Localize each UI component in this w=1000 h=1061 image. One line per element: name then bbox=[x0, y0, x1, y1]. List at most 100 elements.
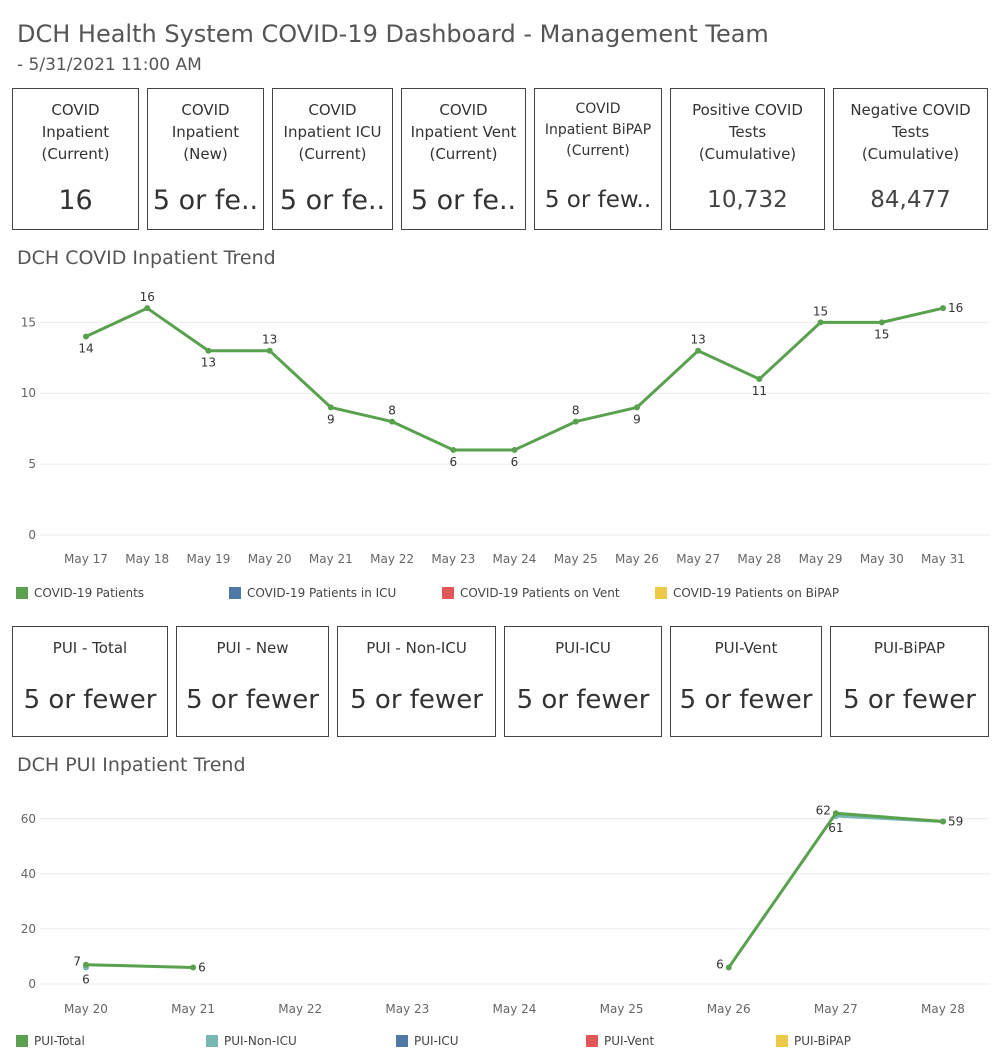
x-tick-label: May 26 bbox=[615, 552, 659, 566]
x-tick-label: May 27 bbox=[676, 552, 720, 566]
data-label: 11 bbox=[752, 384, 767, 398]
legend-item[interactable]: PUI-Total bbox=[16, 1034, 85, 1048]
kpi-value: 5 or fewer bbox=[843, 685, 976, 715]
y-tick-label: 5 bbox=[28, 457, 36, 471]
data-point bbox=[389, 418, 396, 425]
x-tick-label: May 23 bbox=[431, 552, 475, 566]
data-point bbox=[572, 418, 579, 425]
legend-label: PUI-Vent bbox=[604, 1034, 655, 1048]
legend-item[interactable]: COVID-19 Patients on BiPAP bbox=[655, 586, 839, 600]
legend-swatch bbox=[442, 587, 454, 599]
y-tick-label: 40 bbox=[21, 867, 36, 881]
kpi-pui-icu[interactable]: PUI-ICU 5 or fewer bbox=[504, 626, 662, 737]
legend-label: COVID-19 Patients on BiPAP bbox=[673, 586, 840, 600]
kpi-value: 5 or fewer bbox=[679, 685, 813, 715]
legend-item[interactable]: COVID-19 Patients bbox=[16, 586, 144, 600]
data-label: 16 bbox=[140, 290, 155, 304]
x-tick-label: May 30 bbox=[860, 552, 904, 566]
data-label: 59 bbox=[948, 815, 963, 829]
pui-trend-title: DCH PUI Inpatient Trend bbox=[17, 754, 246, 776]
legend-swatch bbox=[396, 1035, 408, 1047]
legend-label: COVID-19 Patients bbox=[34, 586, 145, 600]
x-tick-label: May 22 bbox=[370, 552, 414, 566]
data-point bbox=[878, 319, 885, 326]
data-point bbox=[511, 446, 518, 453]
x-tick-label: May 21 bbox=[171, 1002, 215, 1016]
legend-label: PUI-BiPAP bbox=[794, 1034, 851, 1048]
data-point bbox=[817, 319, 824, 326]
kpi-pui-non-icu[interactable]: PUI - Non-ICU 5 or fewer bbox=[337, 626, 496, 737]
x-tick-label: May 27 bbox=[814, 1002, 858, 1016]
kpi-value: 5 or fewer bbox=[516, 685, 650, 715]
y-tick-label: 0 bbox=[28, 528, 36, 542]
legend-item[interactable]: COVID-19 Patients on Vent bbox=[442, 586, 620, 600]
data-point bbox=[144, 305, 151, 312]
data-label: 62 bbox=[816, 803, 831, 817]
x-tick-label: May 25 bbox=[554, 552, 598, 566]
kpi-label: PUI-ICU bbox=[555, 639, 611, 657]
covid-trend-legend: COVID-19 Patients COVID-19 Patients in IC… bbox=[0, 586, 1000, 606]
kpi-label: PUI - Total bbox=[52, 639, 128, 657]
x-tick-label: May 28 bbox=[921, 1002, 965, 1016]
kpi-covid-inpatient-new[interactable]: COVID Inpatient (New) 5 or fe.. bbox=[147, 88, 264, 230]
data-point bbox=[695, 347, 702, 354]
x-tick-label: May 24 bbox=[493, 1002, 537, 1016]
kpi-pui-bipap[interactable]: PUI-BiPAP 5 or fewer bbox=[830, 626, 989, 737]
legend-swatch bbox=[655, 587, 667, 599]
y-tick-label: 60 bbox=[21, 812, 36, 826]
kpi-label: Positive COVID Tests (Cumulative) bbox=[692, 101, 803, 163]
kpi-value: 10,732 bbox=[707, 187, 788, 213]
y-tick-label: 15 bbox=[21, 315, 36, 329]
data-point bbox=[756, 376, 763, 383]
series-line bbox=[85, 963, 194, 969]
data-point bbox=[633, 404, 640, 411]
covid-trend-title: DCH COVID Inpatient Trend bbox=[17, 247, 276, 269]
data-label: 6 bbox=[716, 957, 724, 971]
kpi-label: PUI - New bbox=[216, 639, 289, 657]
series-line bbox=[85, 306, 944, 452]
legend-swatch bbox=[586, 1035, 598, 1047]
x-tick-label: May 28 bbox=[737, 552, 781, 566]
kpi-covid-inpatient-icu[interactable]: COVID Inpatient ICU (Current) 5 or fe.. bbox=[272, 88, 393, 230]
kpi-value: 5 or fewer bbox=[350, 685, 483, 715]
data-label: 15 bbox=[874, 327, 889, 341]
kpi-value: 5 or fe.. bbox=[152, 185, 259, 216]
kpi-value: 5 or fewer bbox=[23, 685, 157, 715]
x-tick-label: May 20 bbox=[248, 552, 292, 566]
legend-label: PUI-Total bbox=[34, 1034, 85, 1048]
kpi-covid-inpatient-vent[interactable]: COVID Inpatient Vent (Current) 5 or fe.. bbox=[401, 88, 526, 230]
legend-item[interactable]: PUI-ICU bbox=[396, 1034, 459, 1048]
kpi-label: COVID Inpatient (Current) bbox=[41, 101, 110, 163]
legend-item[interactable]: PUI-Vent bbox=[586, 1034, 654, 1048]
legend-item[interactable]: PUI-Non-ICU bbox=[206, 1034, 297, 1048]
kpi-positive-tests[interactable]: Positive COVID Tests (Cumulative) 10,732 bbox=[670, 88, 825, 230]
legend-swatch bbox=[776, 1035, 788, 1047]
kpi-value: 5 or fe.. bbox=[279, 185, 386, 216]
kpi-value: 16 bbox=[58, 185, 93, 216]
data-point bbox=[832, 810, 839, 817]
kpi-negative-tests[interactable]: Negative COVID Tests (Cumulative) 84,477 bbox=[833, 88, 988, 230]
kpi-pui-new[interactable]: PUI - New 5 or fewer bbox=[176, 626, 329, 737]
x-tick-label: May 29 bbox=[799, 552, 843, 566]
data-label: 6 bbox=[198, 960, 206, 974]
x-tick-label: May 17 bbox=[64, 552, 108, 566]
data-label: 6 bbox=[82, 972, 90, 986]
data-label: 61 bbox=[828, 821, 843, 835]
data-label: 16 bbox=[948, 301, 963, 315]
legend-label: COVID-19 Patients in ICU bbox=[247, 586, 397, 600]
y-tick-label: 10 bbox=[21, 386, 36, 400]
kpi-label: PUI-Vent bbox=[714, 639, 778, 657]
legend-item[interactable]: COVID-19 Patients in ICU bbox=[229, 586, 396, 600]
legend-swatch bbox=[229, 587, 241, 599]
kpi-pui-vent[interactable]: PUI-Vent 5 or fewer bbox=[670, 626, 822, 737]
kpi-covid-inpatient-bipap[interactable]: COVID Inpatient BiPAP (Current) 5 or few… bbox=[534, 88, 662, 230]
data-label: 7 bbox=[73, 955, 81, 969]
kpi-label: COVID Inpatient (New) bbox=[171, 101, 240, 163]
data-label: 13 bbox=[201, 356, 216, 370]
legend-swatch bbox=[16, 1035, 28, 1047]
data-label: 8 bbox=[388, 404, 396, 418]
kpi-covid-inpatient-current[interactable]: COVID Inpatient (Current) 16 bbox=[12, 88, 139, 230]
x-tick-label: May 19 bbox=[186, 552, 230, 566]
legend-item[interactable]: PUI-BiPAP bbox=[776, 1034, 851, 1048]
kpi-pui-total[interactable]: PUI - Total 5 or fewer bbox=[12, 626, 168, 737]
